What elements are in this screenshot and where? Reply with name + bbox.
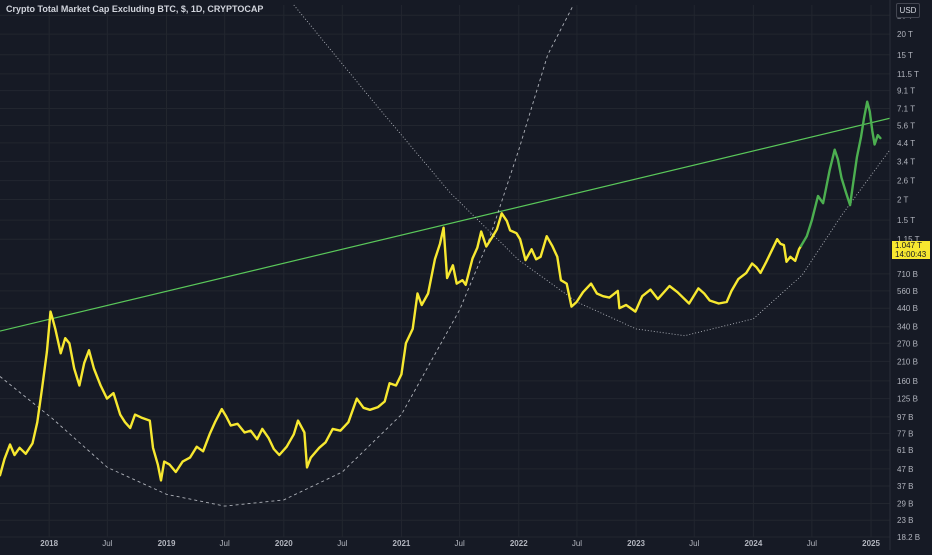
y-tick-label: 2.6 T bbox=[897, 177, 915, 186]
x-tick-label: Jul bbox=[220, 539, 230, 548]
y-tick-label: 20 T bbox=[897, 30, 913, 39]
y-tick-label: 125 B bbox=[897, 395, 918, 404]
y-tick-label: 47 B bbox=[897, 465, 913, 474]
y-tick-label: 560 B bbox=[897, 287, 918, 296]
x-tick-label: 2022 bbox=[510, 539, 528, 548]
y-tick-label: 18.2 B bbox=[897, 533, 920, 542]
x-tick-label: Jul bbox=[689, 539, 699, 548]
trendline bbox=[0, 117, 891, 332]
series-layer bbox=[0, 100, 882, 482]
y-tick-label: 15 T bbox=[897, 51, 913, 60]
x-tick-label: Jul bbox=[455, 539, 465, 548]
x-axis: 2018 Jul 2019 Jul 2020 Jul 2021 Jul 2022 Jul 2023 J… bbox=[40, 539, 880, 548]
chart-title: Crypto Total Market Cap Excluding BTC, $… bbox=[6, 4, 264, 14]
last-price-value: 1.047 T bbox=[895, 241, 922, 250]
y-tick-label: 29 B bbox=[897, 500, 913, 509]
y-tick-label: 1.5 T bbox=[897, 216, 915, 225]
y-tick-label: 7.1 T bbox=[897, 104, 915, 113]
y-tick-label: 37 B bbox=[897, 482, 913, 491]
dashed-curve bbox=[0, 4, 574, 507]
currency-selector[interactable]: USD bbox=[896, 3, 920, 18]
y-tick-label: 4.4 T bbox=[897, 139, 915, 148]
x-tick-label: Jul bbox=[572, 539, 582, 548]
x-tick-label: 2023 bbox=[627, 539, 645, 548]
x-tick-label: 2019 bbox=[158, 539, 176, 548]
last-price-badge: 1.047 T 14:00:43 bbox=[892, 241, 930, 259]
x-tick-label: 2025 bbox=[862, 539, 880, 548]
y-tick-label: 1.15 T bbox=[897, 235, 920, 244]
y-tick-label: 710 B bbox=[897, 270, 918, 279]
y-axis: 26 T20 T15 T11.5 T9.1 T7.1 T5.6 T4.4 T3.… bbox=[889, 0, 920, 550]
x-tick-label: Jul bbox=[102, 539, 112, 548]
y-tick-label: 2 T bbox=[897, 195, 909, 204]
bar-countdown: 14:00:43 bbox=[895, 250, 927, 259]
drawing-overlays bbox=[0, 4, 891, 507]
grid-layer bbox=[0, 5, 890, 538]
series-line-green bbox=[799, 100, 882, 248]
y-tick-label: 77 B bbox=[897, 429, 913, 438]
series-line-yellow bbox=[0, 212, 803, 482]
x-tick-label: 2021 bbox=[393, 539, 411, 548]
y-tick-label: 160 B bbox=[897, 377, 918, 386]
y-tick-label: 23 B bbox=[897, 516, 913, 525]
y-tick-label: 61 B bbox=[897, 446, 913, 455]
x-tick-label: Jul bbox=[337, 539, 347, 548]
y-tick-label: 11.5 T bbox=[897, 70, 919, 79]
y-tick-label: 9.1 T bbox=[897, 87, 915, 96]
dotted-curve bbox=[293, 4, 891, 337]
y-tick-label: 97 B bbox=[897, 413, 913, 422]
x-tick-label: 2020 bbox=[275, 539, 293, 548]
y-tick-label: 270 B bbox=[897, 339, 918, 348]
y-tick-label: 5.6 T bbox=[897, 122, 915, 131]
y-tick-label: 3.4 T bbox=[897, 157, 915, 166]
x-tick-label: 2024 bbox=[744, 539, 762, 548]
x-tick-label: 2018 bbox=[40, 539, 58, 548]
y-tick-label: 440 B bbox=[897, 304, 918, 313]
x-tick-label: Jul bbox=[807, 539, 817, 548]
y-tick-label: 340 B bbox=[897, 323, 918, 332]
y-tick-label: 210 B bbox=[897, 357, 918, 366]
